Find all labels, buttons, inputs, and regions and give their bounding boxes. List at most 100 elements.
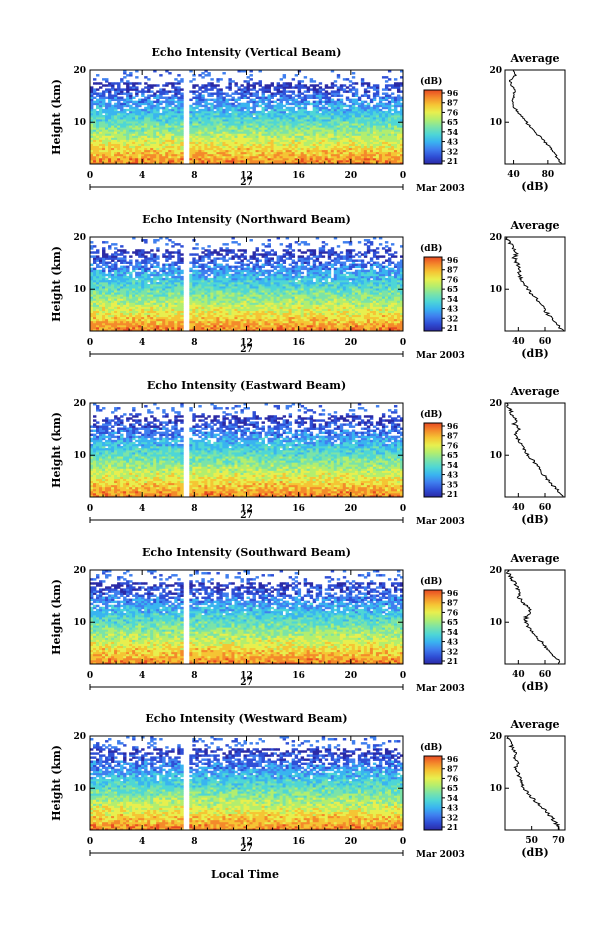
heatmap-cell bbox=[126, 113, 129, 115]
heatmap-cell bbox=[132, 101, 135, 103]
heatmap-cell bbox=[210, 103, 213, 105]
heatmap-cell bbox=[108, 82, 111, 84]
heatmap-cell bbox=[216, 84, 219, 86]
heatmap-cell bbox=[93, 82, 96, 84]
heatmap-cell bbox=[388, 88, 391, 90]
heatmap-cell bbox=[165, 243, 168, 245]
heatmap-cell bbox=[376, 84, 379, 86]
heatmap-cell bbox=[234, 105, 237, 107]
heatmap-cell bbox=[93, 78, 96, 80]
heatmap-cell bbox=[150, 249, 153, 251]
heatmap-cell bbox=[177, 249, 180, 251]
heatmap-cell bbox=[96, 111, 99, 113]
heatmap-cell bbox=[301, 97, 304, 99]
heatmap-cell bbox=[135, 259, 138, 261]
heatmap-cell bbox=[207, 82, 210, 84]
heatmap-cell bbox=[253, 82, 256, 84]
heatmap-cell bbox=[325, 107, 328, 109]
heatmap-cell bbox=[168, 109, 171, 111]
heatmap-cell bbox=[204, 74, 207, 76]
heatmap-cell bbox=[114, 262, 117, 264]
heatmap-cell bbox=[256, 101, 259, 103]
heatmap-cell bbox=[126, 109, 129, 111]
heatmap-cell bbox=[201, 84, 204, 86]
heatmap-cell bbox=[192, 103, 195, 105]
heatmap-cell bbox=[162, 84, 165, 86]
heatmap-cell bbox=[262, 86, 265, 88]
heatmap-cell bbox=[93, 101, 96, 103]
heatmap-cell bbox=[192, 78, 195, 80]
heatmap-cell bbox=[174, 86, 177, 88]
heatmap-cell bbox=[132, 97, 135, 99]
heatmap-cell bbox=[277, 99, 280, 101]
heatmap-cell bbox=[385, 76, 388, 78]
heatmap-cell bbox=[349, 80, 352, 82]
heatmap-cell bbox=[174, 101, 177, 103]
heatmap-cell bbox=[231, 97, 234, 99]
heatmap-cell bbox=[171, 82, 174, 84]
heatmap-cell bbox=[123, 88, 126, 90]
heatmap-cell bbox=[391, 105, 394, 107]
heatmap-cell bbox=[147, 251, 150, 253]
colorbar-units: (dB) bbox=[420, 76, 442, 87]
heatmap-cell bbox=[364, 82, 367, 84]
heatmap-cell bbox=[231, 103, 234, 105]
heatmap-cell bbox=[105, 88, 108, 90]
heatmap-cell bbox=[364, 105, 367, 107]
heatmap-cell bbox=[114, 88, 117, 90]
heatmap-cell bbox=[271, 92, 274, 94]
heatmap-cell bbox=[349, 84, 352, 86]
heatmap-cell bbox=[304, 90, 307, 92]
heatmap-cell bbox=[271, 105, 274, 107]
heatmap-cell bbox=[105, 253, 108, 255]
heatmap-cell bbox=[274, 86, 277, 88]
heatmap-cell bbox=[108, 245, 111, 247]
y-axis-label: Height (km) bbox=[50, 79, 63, 155]
heatmap-cell bbox=[388, 84, 391, 86]
heatmap-cell bbox=[135, 280, 138, 282]
heatmap-cell bbox=[394, 97, 397, 99]
heatmap-cell bbox=[114, 251, 117, 253]
heatmap-cell bbox=[364, 88, 367, 90]
heatmap-cell bbox=[165, 249, 168, 251]
heatmap-cell bbox=[141, 99, 144, 101]
heatmap-cell bbox=[180, 276, 183, 278]
heatmap-cell bbox=[162, 253, 165, 255]
panel-1: Echo Intensity (Northward Beam)048121620… bbox=[50, 213, 565, 361]
heatmap-cell bbox=[144, 97, 147, 99]
heatmap-cell bbox=[159, 101, 162, 103]
heatmap-cell bbox=[171, 255, 174, 257]
heatmap-cell bbox=[247, 101, 250, 103]
heatmap-cell bbox=[385, 92, 388, 94]
heatmap-cell bbox=[135, 272, 138, 274]
heatmap-cell bbox=[162, 101, 165, 103]
heatmap-cell bbox=[385, 111, 388, 113]
heatmap-cell bbox=[150, 278, 153, 280]
heatmap-cell bbox=[153, 239, 156, 241]
average-x-tick-label: 40 bbox=[507, 170, 520, 180]
heatmap-cell bbox=[213, 99, 216, 101]
heatmap-cell bbox=[114, 103, 117, 105]
heatmap-cell bbox=[150, 101, 153, 103]
heatmap-cell bbox=[298, 80, 301, 82]
colorbar-tick-label: 87 bbox=[447, 98, 458, 108]
heatmap-cell bbox=[153, 270, 156, 272]
heatmap-cell bbox=[247, 97, 250, 99]
heatmap-cell bbox=[153, 84, 156, 86]
heatmap-cell bbox=[150, 90, 153, 92]
heatmap-cell bbox=[265, 84, 268, 86]
heatmap-cell bbox=[370, 107, 373, 109]
heatmap-cell bbox=[201, 109, 204, 111]
heatmap-cell bbox=[210, 92, 213, 94]
heatmap-cell bbox=[111, 264, 114, 266]
x-tick-label: 0 bbox=[400, 171, 406, 181]
heatmap-cell bbox=[135, 76, 138, 78]
heatmap-cell bbox=[138, 272, 141, 274]
heatmap-cell bbox=[174, 251, 177, 253]
heatmap-cell bbox=[225, 92, 228, 94]
heatmap-cell bbox=[231, 80, 234, 82]
heatmap-cell bbox=[195, 95, 198, 97]
heatmap-cell bbox=[120, 249, 123, 251]
heatmap-cell bbox=[292, 90, 295, 92]
heatmap-cell bbox=[171, 262, 174, 264]
